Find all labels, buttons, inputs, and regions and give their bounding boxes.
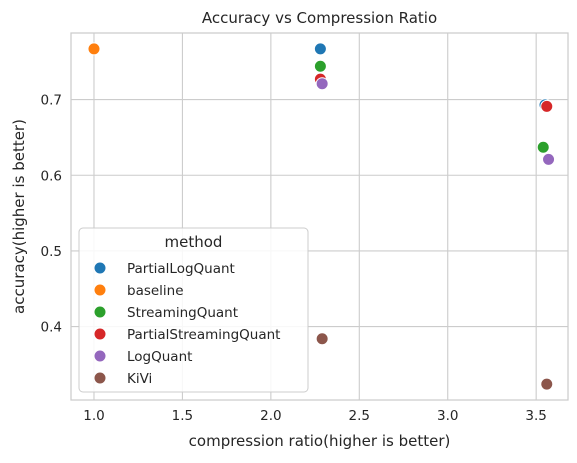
x-tick-label: 3.5 [525,408,546,424]
data-point [313,59,327,73]
legend-label: StreamingQuant [127,305,238,321]
data-point [540,99,554,113]
legend-label: LogQuant [127,349,192,365]
x-tick-label: 1.5 [172,408,193,424]
data-point [313,42,327,56]
x-tick-label: 3.0 [437,408,458,424]
data-point [540,377,554,391]
legend-marker [93,283,107,297]
legend-label: KiVi [127,371,152,387]
data-point [536,140,550,154]
data-point [315,77,329,91]
x-axis-ticks: 1.0 1.5 2.0 2.5 3.0 3.5 [83,408,547,424]
legend-marker [93,349,107,363]
chart-title: Accuracy vs Compression Ratio [202,9,437,27]
legend-marker [93,371,107,385]
x-tick-label: 2.5 [349,408,370,424]
y-tick-label: 0.7 [41,93,62,109]
legend-label: PartialStreamingQuant [127,327,280,343]
y-tick-label: 0.5 [41,244,62,260]
x-tick-label: 1.0 [83,408,104,424]
legend-marker [93,327,107,341]
legend-label: baseline [127,283,184,299]
legend-title: method [165,233,223,251]
x-tick-label: 2.0 [260,408,281,424]
legend-marker [93,261,107,275]
data-point [87,42,101,56]
legend-marker [93,305,107,319]
legend-label: PartialLogQuant [127,261,235,277]
legend: method PartialLogQuant baseline StreamingQ… [78,227,309,393]
data-point [315,332,329,346]
plot-frame [70,32,569,401]
x-axis-label: compression ratio(higher is better) [189,432,451,450]
y-tick-label: 0.4 [41,320,62,336]
y-axis-label: accuracy(higher is better) [10,119,28,314]
data-point [542,152,556,166]
y-axis-ticks: 0.4 0.5 0.6 0.7 [41,93,62,336]
data-points [87,42,556,391]
legend-entries: PartialLogQuant baseline StreamingQuant Par… [93,261,280,387]
y-tick-label: 0.6 [41,168,62,184]
legend-box [78,227,309,393]
